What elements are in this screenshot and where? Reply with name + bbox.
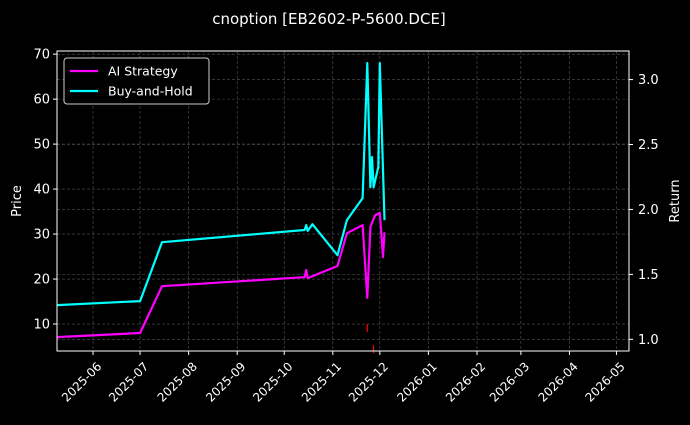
series-lines (56, 61, 386, 339)
series-line-ai-strategy (56, 211, 386, 339)
legend-label: Buy-and-Hold (108, 84, 193, 99)
y2-tick-label: 2.0 (638, 203, 659, 218)
y-axis-left: 10 20 30 40 50 60 70 (33, 48, 57, 333)
series-line-buy-and-hold (56, 61, 386, 307)
y2-tick-label: 1.5 (638, 268, 659, 283)
legend-label: AI Strategy (108, 64, 178, 79)
y-tick-label: 10 (33, 318, 50, 333)
y-tick-label: 20 (33, 273, 50, 288)
y2-axis-label: Return (668, 179, 683, 222)
y-tick-label: 30 (33, 228, 50, 243)
trade-markers (366, 324, 375, 354)
y-tick-label: 50 (33, 138, 50, 153)
y-tick-label: 40 (33, 183, 50, 198)
chart-title: cnoption [EB2602-P-5600.DCE] (212, 10, 446, 28)
y-axis-right: 1.0 1.5 2.0 2.5 3.0 (629, 73, 659, 348)
y2-tick-label: 3.0 (638, 73, 659, 88)
y-tick-label: 70 (33, 48, 50, 63)
y2-tick-label: 2.5 (638, 138, 659, 153)
y-tick-label: 60 (33, 93, 50, 108)
legend: AI Strategy Buy-and-Hold (63, 57, 210, 105)
y-axis-label: Price (10, 185, 25, 217)
plot-frame (56, 50, 630, 352)
y2-tick-label: 1.0 (638, 333, 659, 348)
